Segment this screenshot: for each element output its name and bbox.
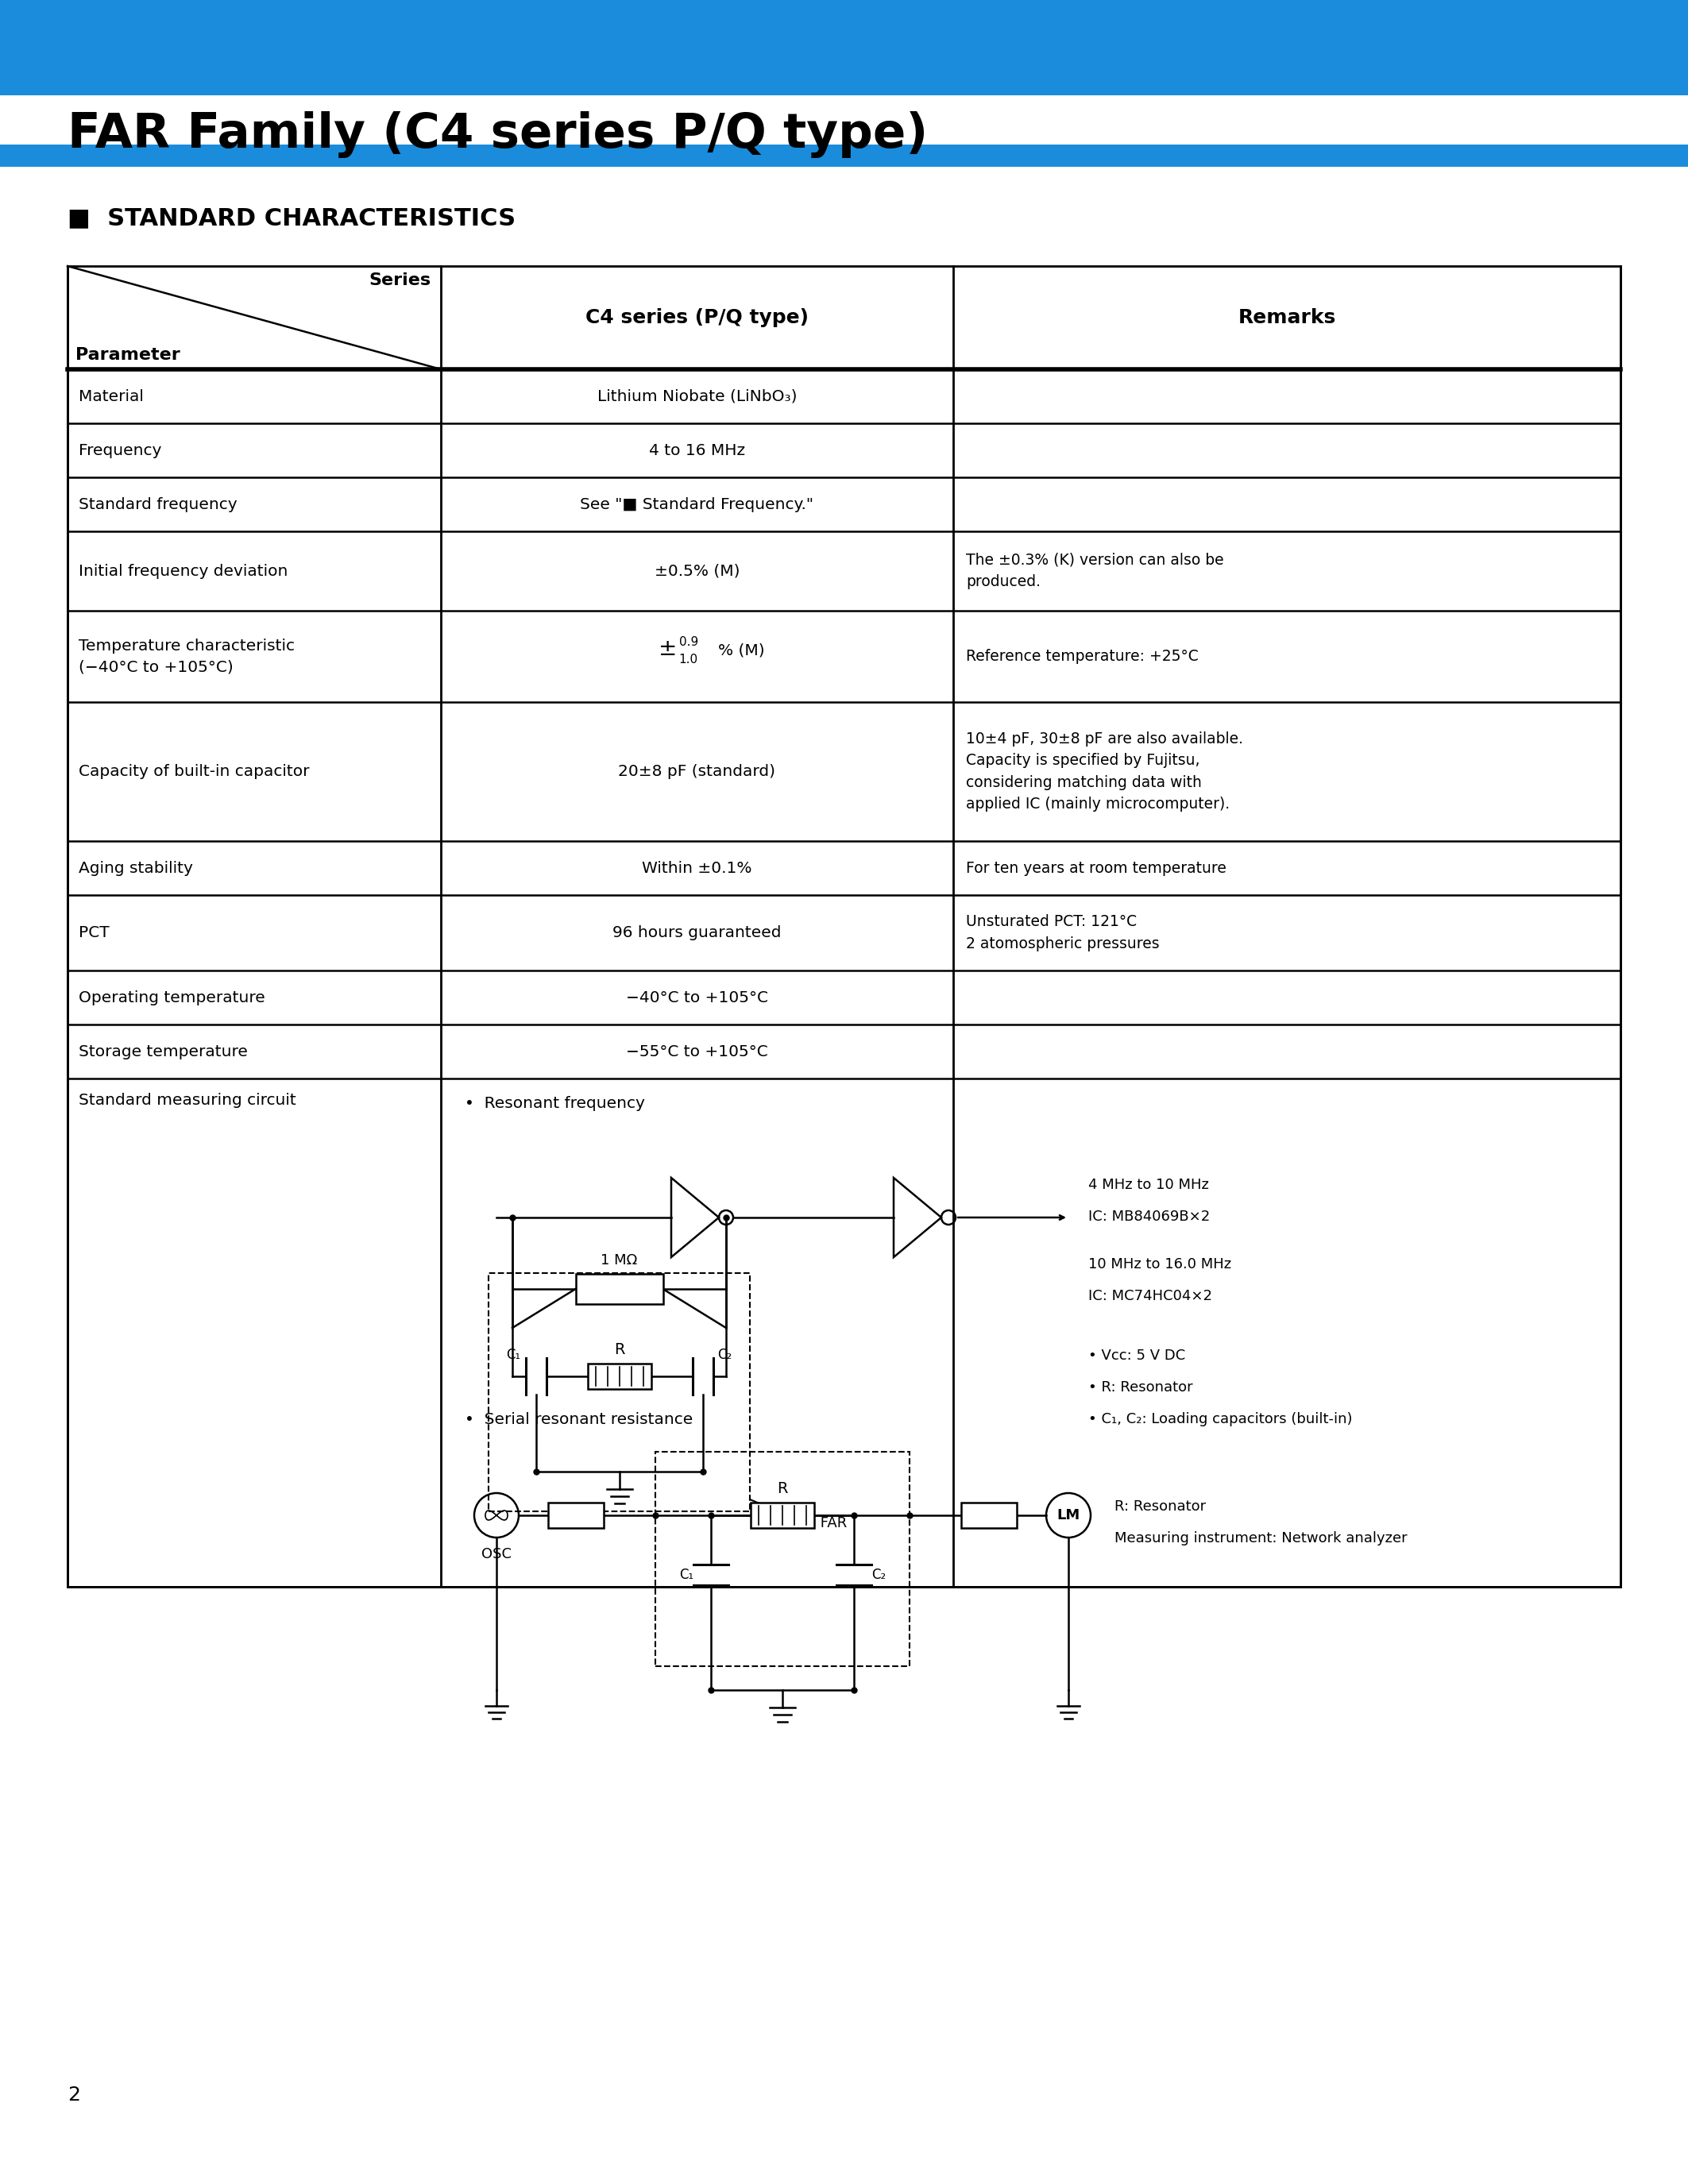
- Text: Aging stability: Aging stability: [79, 860, 192, 876]
- Text: 2: 2: [68, 2086, 81, 2105]
- Text: C₁: C₁: [506, 1348, 520, 1363]
- Text: • C₁, C₂: Loading capacitors (built-in): • C₁, C₂: Loading capacitors (built-in): [1089, 1413, 1352, 1426]
- Bar: [549, 1503, 604, 1529]
- Text: For ten years at room temperature: For ten years at room temperature: [966, 860, 1227, 876]
- Text: Standard frequency: Standard frequency: [79, 496, 238, 511]
- Text: Storage temperature: Storage temperature: [79, 1044, 248, 1059]
- Bar: [488, 1273, 749, 1511]
- Text: −40°C to +105°C: −40°C to +105°C: [626, 989, 768, 1005]
- Text: Capacity of built-in capacitor: Capacity of built-in capacitor: [79, 764, 309, 780]
- Text: •  Serial resonant resistance: • Serial resonant resistance: [464, 1413, 692, 1426]
- Text: •  Resonant frequency: • Resonant frequency: [464, 1096, 645, 1112]
- Text: Material: Material: [79, 389, 143, 404]
- Text: Within ±0.1%: Within ±0.1%: [641, 860, 753, 876]
- Text: Series: Series: [370, 273, 432, 288]
- Text: The ±0.3% (K) version can also be
produced.: The ±0.3% (K) version can also be produc…: [966, 553, 1224, 590]
- Text: C₂: C₂: [717, 1348, 733, 1363]
- Text: LM: LM: [1057, 1509, 1080, 1522]
- Bar: [0, 144, 1688, 166]
- Text: C₁: C₁: [679, 1568, 694, 1581]
- Text: −55°C to +105°C: −55°C to +105°C: [626, 1044, 768, 1059]
- Text: C4 series (P/Q type): C4 series (P/Q type): [586, 308, 809, 328]
- Text: 1 MΩ: 1 MΩ: [601, 1254, 638, 1267]
- Text: ±0.5% (M): ±0.5% (M): [655, 563, 739, 579]
- Text: — FAR: — FAR: [802, 1516, 847, 1531]
- Text: Temperature characteristic
(−40°C to +105°C): Temperature characteristic (−40°C to +10…: [79, 638, 295, 675]
- Text: Reference temperature: +25°C: Reference temperature: +25°C: [966, 649, 1198, 664]
- Text: See "■ Standard Frequency.": See "■ Standard Frequency.": [581, 496, 814, 511]
- Bar: [751, 1503, 814, 1529]
- Text: PCT: PCT: [79, 926, 110, 941]
- Text: Measuring instrument: Network analyzer: Measuring instrument: Network analyzer: [1114, 1531, 1408, 1546]
- Text: Standard measuring circuit: Standard measuring circuit: [79, 1092, 295, 1107]
- Text: R: Resonator: R: Resonator: [1114, 1500, 1205, 1514]
- Text: 20±8 pF (standard): 20±8 pF (standard): [618, 764, 776, 780]
- Text: FAR Family (C4 series P/Q type): FAR Family (C4 series P/Q type): [68, 111, 928, 157]
- Text: Parameter: Parameter: [76, 347, 181, 363]
- Text: R: R: [614, 1343, 625, 1356]
- Text: OSC: OSC: [481, 1546, 511, 1562]
- Text: ■  STANDARD CHARACTERISTICS: ■ STANDARD CHARACTERISTICS: [68, 207, 515, 229]
- Text: 75 Ω: 75 Ω: [559, 1509, 592, 1522]
- Text: Lithium Niobate (LiNbO₃): Lithium Niobate (LiNbO₃): [598, 389, 797, 404]
- Text: 4 to 16 MHz: 4 to 16 MHz: [648, 443, 744, 459]
- Bar: [655, 1452, 910, 1666]
- Text: Initial frequency deviation: Initial frequency deviation: [79, 563, 289, 579]
- Bar: [587, 1363, 652, 1389]
- Text: 4 MHz to 10 MHz: 4 MHz to 10 MHz: [1089, 1177, 1209, 1192]
- Text: • Vcc: 5 V DC: • Vcc: 5 V DC: [1089, 1348, 1185, 1363]
- Bar: [0, 0, 1688, 96]
- Text: % (M): % (M): [719, 642, 765, 657]
- Bar: [576, 1273, 663, 1304]
- Text: IC: MB84069B×2: IC: MB84069B×2: [1089, 1210, 1210, 1223]
- Text: 10±4 pF, 30±8 pF are also available.
Capacity is specified by Fujitsu,
consideri: 10±4 pF, 30±8 pF are also available. Cap…: [966, 732, 1242, 812]
- Text: 1.0: 1.0: [679, 653, 697, 666]
- Text: 96 hours guaranteed: 96 hours guaranteed: [613, 926, 782, 941]
- Text: Operating temperature: Operating temperature: [79, 989, 265, 1005]
- Text: 75 Ω: 75 Ω: [972, 1509, 1006, 1522]
- Text: Remarks: Remarks: [1237, 308, 1335, 328]
- Text: 10 MHz to 16.0 MHz: 10 MHz to 16.0 MHz: [1089, 1258, 1231, 1271]
- Text: 0.9: 0.9: [679, 636, 699, 649]
- Text: IC: MC74HC04×2: IC: MC74HC04×2: [1089, 1289, 1212, 1304]
- Text: R: R: [776, 1481, 788, 1496]
- Text: Unsturated PCT: 121°C
2 atomospheric pressures: Unsturated PCT: 121°C 2 atomospheric pre…: [966, 915, 1160, 952]
- Text: Frequency: Frequency: [79, 443, 162, 459]
- Text: C₂: C₂: [871, 1568, 886, 1581]
- Text: • R: Resonator: • R: Resonator: [1089, 1380, 1193, 1396]
- Text: ±: ±: [658, 638, 677, 660]
- Bar: [68, 266, 1620, 1588]
- Bar: [960, 1503, 1016, 1529]
